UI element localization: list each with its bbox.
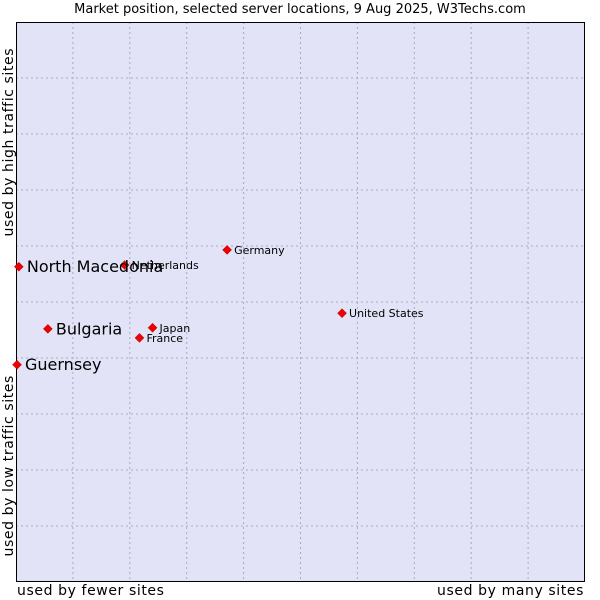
data-label-united-states: United States: [349, 307, 424, 320]
data-point-japan: [147, 322, 158, 333]
data-label-japan: Japan: [159, 322, 191, 335]
data-label-germany: Germany: [234, 244, 285, 257]
data-point-guernsey: [12, 359, 22, 370]
x-axis-label-many: used by many sites: [437, 583, 584, 599]
data-point-france: [134, 332, 145, 343]
data-point-bulgaria: [43, 324, 53, 334]
chart-title: Market position, selected server locatio…: [74, 2, 526, 17]
data-label-france: France: [146, 332, 183, 345]
data-label-north-macedonia: North Macedonia: [27, 257, 163, 276]
data-point-netherlands: [119, 260, 130, 270]
x-axis-label-fewer: used by fewer sites: [17, 583, 165, 599]
data-point-united-states: [337, 308, 347, 319]
data-label-guernsey: Guernsey: [25, 355, 101, 374]
data-point-germany: [222, 245, 232, 255]
data-point-north-macedonia: [13, 261, 24, 272]
data-label-netherlands: Netherlands: [132, 259, 199, 272]
plot-border: [16, 22, 585, 582]
data-label-bulgaria: Bulgaria: [56, 319, 122, 338]
